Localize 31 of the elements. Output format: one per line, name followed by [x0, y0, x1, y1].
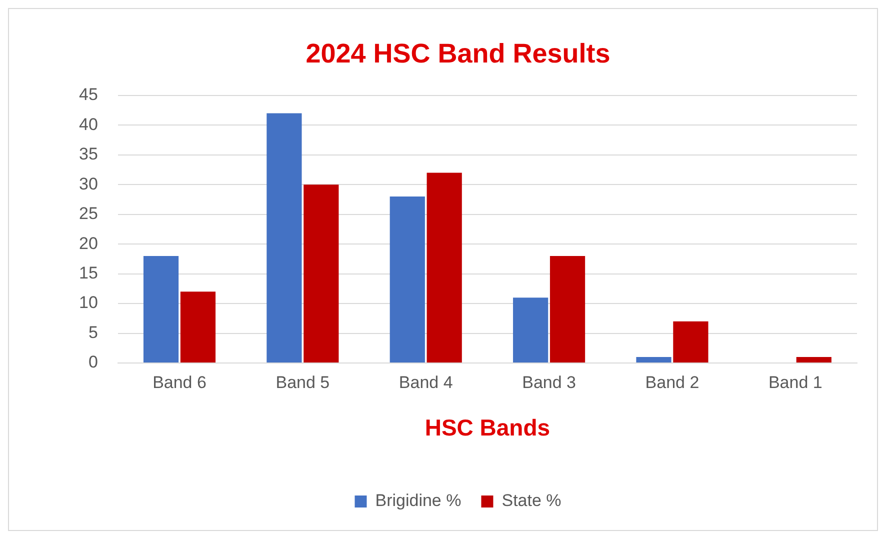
y-tick-label: 5: [88, 322, 98, 342]
bar: [426, 172, 462, 362]
bar: [550, 256, 586, 362]
bar: [390, 196, 425, 362]
x-tick-label: Band 1: [768, 372, 822, 392]
y-tick-label: 30: [78, 174, 98, 194]
bar: [673, 321, 708, 362]
y-tick-label: 25: [78, 204, 98, 224]
bar: [304, 184, 339, 362]
bar: [513, 298, 548, 362]
x-tick-label: Band 6: [152, 372, 206, 392]
bar: [180, 292, 216, 362]
legend-label: Brigidine %: [375, 491, 462, 510]
bar: [796, 357, 832, 362]
y-tick-label: 45: [78, 85, 98, 104]
bar: [636, 357, 672, 362]
chart-title: 2024 HSC Band Results: [306, 38, 610, 69]
y-tick-label: 10: [78, 293, 98, 312]
x-tick-label: Band 2: [645, 372, 700, 392]
y-tick-label: 40: [78, 114, 98, 134]
y-tick-label: 15: [78, 263, 98, 282]
bar: [266, 113, 302, 362]
legend-label: State %: [502, 491, 562, 510]
x-axis-title: HSC Bands: [424, 414, 550, 441]
x-tick-label: Band 3: [522, 372, 576, 392]
y-tick-label: 35: [78, 144, 98, 164]
y-tick-label: 0: [88, 352, 98, 372]
x-tick-label: Band 5: [276, 372, 330, 392]
bar: [143, 256, 179, 362]
y-tick-label: 20: [78, 234, 98, 253]
x-tick-label: Band 4: [398, 372, 453, 392]
